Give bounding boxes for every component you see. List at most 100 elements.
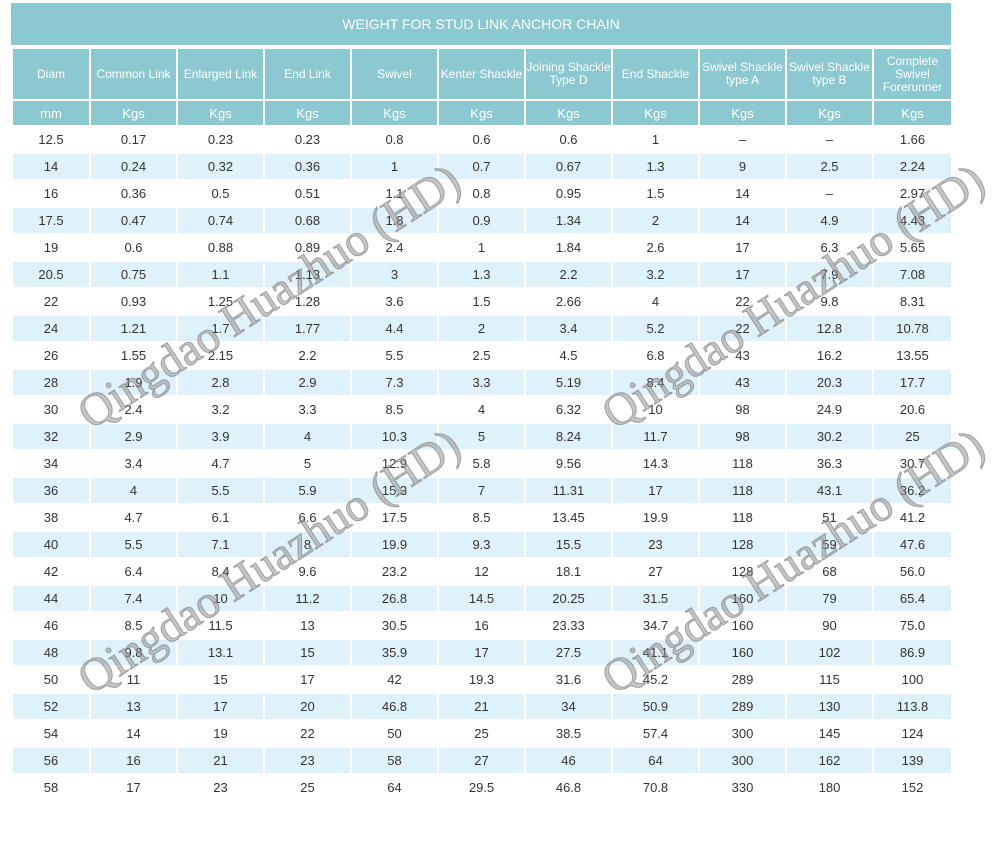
table-cell: 130 — [785, 692, 874, 721]
table-cell: 7.08 — [872, 260, 953, 289]
table-cell: 0.51 — [263, 179, 352, 208]
table-cell: 2 — [611, 206, 700, 235]
table-cell: 8.4 — [611, 368, 700, 397]
table-cell: 22 — [263, 719, 352, 748]
table-cell: 4 — [263, 422, 352, 451]
table-cell: 1.3 — [437, 260, 526, 289]
table-cell: 0.17 — [89, 125, 178, 154]
column-header: Complete Swivel Forerunner — [872, 47, 953, 101]
table-cell: 2.5 — [437, 341, 526, 370]
table-cell: 56.0 — [872, 557, 953, 586]
table-cell: 25 — [437, 719, 526, 748]
table-cell: 160 — [698, 638, 787, 667]
table-cell: 160 — [698, 611, 787, 640]
table-row: 32 2.9 3.9 4 10.3 5 8.24 11.7 98 30.2 25 — [11, 422, 953, 451]
table-cell: 330 — [698, 773, 787, 802]
table-cell: 14 — [698, 179, 787, 208]
table-cell: 1.5 — [437, 287, 526, 316]
table-cell: 52 — [11, 692, 91, 721]
table-cell: 30 — [11, 395, 91, 424]
table-cell: 102 — [785, 638, 874, 667]
column-header-line: Enlarged Link — [183, 66, 258, 81]
table-cell: 9.3 — [437, 530, 526, 559]
table-cell: 17 — [89, 773, 178, 802]
table-cell: 12 — [437, 557, 526, 586]
table-cell: 15 — [176, 665, 265, 694]
table-cell: 13.55 — [872, 341, 953, 370]
table-cell: 4 — [437, 395, 526, 424]
table-row: 52 13 17 20 46.8 21 34 50.9 289 130 113.8 — [11, 692, 953, 721]
table-cell: 65.4 — [872, 584, 953, 613]
table-cell: 0.93 — [89, 287, 178, 316]
table-cell: 180 — [785, 773, 874, 802]
table-cell: 34 — [11, 449, 91, 478]
table-cell: 6.3 — [785, 233, 874, 262]
chain-weight-table-frame: WEIGHT FOR STUD LINK ANCHOR CHAIN Diam Co… — [11, 3, 953, 802]
table-cell: 8.31 — [872, 287, 953, 316]
table-cell: 2.66 — [524, 287, 613, 316]
table-cell: 6.4 — [89, 557, 178, 586]
table-cell: 145 — [785, 719, 874, 748]
column-header: Common Link — [89, 47, 178, 101]
table-cell: 6.1 — [176, 503, 265, 532]
table-cell: 0.47 — [89, 206, 178, 235]
table-cell: 4 — [89, 476, 178, 505]
table-cell: 41.2 — [872, 503, 953, 532]
table-cell: 1.1 — [176, 260, 265, 289]
table-cell: 139 — [872, 746, 953, 775]
table-cell: 12.5 — [11, 125, 91, 154]
table-row: 22 0.93 1.25 1.28 3.6 1.5 2.66 4 22 9.8 8.31 — [11, 287, 953, 316]
table-cell: 1.84 — [524, 233, 613, 262]
table-cell: 1.21 — [89, 314, 178, 343]
table-cell: 17 — [698, 233, 787, 262]
table-cell: 14.5 — [437, 584, 526, 613]
table-cell: 289 — [698, 692, 787, 721]
header-row: Diam Common Link Enlarged Link End Link Swiv… — [11, 47, 953, 101]
table-cell: 30.5 — [350, 611, 439, 640]
table-cell: 0.23 — [176, 125, 265, 154]
table-cell: 1.7 — [176, 314, 265, 343]
table-cell: 0.24 — [89, 152, 178, 181]
column-header: End Shackle — [611, 47, 700, 101]
table-cell: 98 — [698, 422, 787, 451]
table-cell: 28 — [11, 368, 91, 397]
unit-cell: mm — [11, 99, 91, 127]
table-cell: 58 — [11, 773, 91, 802]
table-cell: 0.67 — [524, 152, 613, 181]
table-cell: 16.2 — [785, 341, 874, 370]
table-cell: 50.9 — [611, 692, 700, 721]
table-cell: 20.5 — [11, 260, 91, 289]
table-cell: 17 — [263, 665, 352, 694]
table-cell: 54 — [11, 719, 91, 748]
table-cell: 11.5 — [176, 611, 265, 640]
table-cell: 21 — [437, 692, 526, 721]
table-cell: 7.1 — [176, 530, 265, 559]
table-cell: 5.5 — [176, 476, 265, 505]
table-cell: 57.4 — [611, 719, 700, 748]
table-cell: 0.9 — [437, 206, 526, 235]
table-cell: 124 — [872, 719, 953, 748]
table-cell: 15.5 — [524, 530, 613, 559]
table-cell: 7 — [437, 476, 526, 505]
table-cell: 46 — [11, 611, 91, 640]
table-cell: 16 — [11, 179, 91, 208]
table-cell: 70.8 — [611, 773, 700, 802]
table-cell: 5.8 — [437, 449, 526, 478]
table-cell: 15.3 — [350, 476, 439, 505]
table-cell: 1.34 — [524, 206, 613, 235]
column-header: End Link — [263, 47, 352, 101]
table-cell: 0.8 — [350, 125, 439, 154]
table-cell: 5.9 — [263, 476, 352, 505]
table-cell: 14 — [698, 206, 787, 235]
table-cell: 43 — [698, 368, 787, 397]
table-cell: 9.8 — [89, 638, 178, 667]
table-cell: 43.1 — [785, 476, 874, 505]
column-header-line: Swivel Shackle — [702, 60, 783, 74]
table-cell: 0.6 — [524, 125, 613, 154]
table-cell: – — [698, 125, 787, 154]
table-cell: 289 — [698, 665, 787, 694]
table-cell: 4.4 — [350, 314, 439, 343]
table-cell: 3.4 — [89, 449, 178, 478]
table-cell: 2.6 — [611, 233, 700, 262]
table-cell: 27 — [437, 746, 526, 775]
